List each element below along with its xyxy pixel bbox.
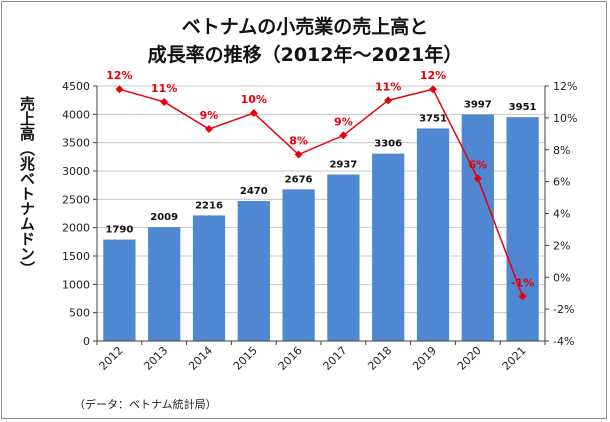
growth-rate-marker <box>518 292 527 301</box>
bar-data-label: 2470 <box>240 186 268 197</box>
x-tick-label: 2012 <box>97 344 126 373</box>
bar-data-label: 2937 <box>329 160 357 171</box>
x-tick-label: 2020 <box>455 344 484 373</box>
y2-tick-label: 10% <box>553 112 577 125</box>
growth-rate-marker <box>205 125 213 134</box>
x-tick-label: 2015 <box>231 344 260 373</box>
bar-data-label: 2676 <box>285 174 313 185</box>
bar-data-label: 3997 <box>464 100 492 111</box>
y-tick-label: 2500 <box>62 193 90 206</box>
x-tick-label: 2016 <box>276 344 305 373</box>
source-note: （データ：ベトナム統計局） <box>74 398 217 411</box>
bar <box>506 117 539 341</box>
bar <box>237 201 270 341</box>
chart-title-line1: ベトナムの小売業の売上高と <box>181 16 429 38</box>
growth-rate-label: 10% <box>241 93 267 106</box>
growth-rate-label: 11% <box>375 80 401 93</box>
growth-rate-label: 12% <box>420 69 446 82</box>
x-tick-label: 2017 <box>321 344 350 373</box>
y-tick-label: 3500 <box>62 137 90 150</box>
x-tick-label: 2021 <box>500 344 529 373</box>
x-tick-label: 2013 <box>141 344 170 373</box>
y2-tick-label: 4% <box>553 208 570 221</box>
bar-data-label: 2216 <box>195 200 223 211</box>
growth-rate-marker <box>429 85 437 94</box>
y-tick-label: 500 <box>69 307 90 320</box>
chart-title-line2: 成長率の推移（2012年～2021年） <box>147 44 463 66</box>
y-tick-label: 4000 <box>62 108 90 121</box>
bar-data-label: 2009 <box>150 212 178 223</box>
growth-rate-label: 12% <box>106 69 132 82</box>
y-tick-label: 0 <box>83 335 90 348</box>
growth-rate-label: 8% <box>289 135 308 148</box>
bar <box>327 174 360 341</box>
y2-tick-label: 8% <box>553 144 570 157</box>
y2-tick-label: -2% <box>553 303 574 316</box>
x-tick-label: 2018 <box>365 344 394 373</box>
growth-rate-marker <box>384 96 393 105</box>
growth-rate-label: 9% <box>334 115 353 128</box>
growth-rate-marker <box>294 150 303 159</box>
x-tick-label: 2014 <box>186 344 215 373</box>
bar-data-label: 3306 <box>374 139 402 150</box>
growth-rate-marker <box>249 109 258 118</box>
bar-data-label: 3951 <box>509 102 537 113</box>
growth-rate-label: 11% <box>151 82 177 95</box>
growth-rate-label: 9% <box>200 109 219 122</box>
y-tick-label: 4500 <box>62 80 90 93</box>
growth-rate-label: 6% <box>468 158 487 171</box>
growth-rate-line <box>119 88 524 297</box>
y-tick-label: 1000 <box>62 278 90 291</box>
bar <box>372 153 405 341</box>
y-tick-label: 3000 <box>62 165 90 178</box>
growth-rate-marker <box>160 97 169 106</box>
y-tick-label: 1500 <box>62 250 90 263</box>
growth-rate-label: -1% <box>511 276 534 289</box>
bar-data-label: 3751 <box>419 113 447 124</box>
bar <box>282 189 315 341</box>
y2-tick-label: -4% <box>553 335 574 348</box>
y2-tick-label: 0% <box>553 271 570 284</box>
growth-rate-marker <box>473 174 482 183</box>
growth-rate-marker <box>115 85 124 94</box>
x-tick-label: 2019 <box>410 344 439 373</box>
y2-tick-label: 2% <box>553 239 570 252</box>
y2-tick-label: 12% <box>553 80 577 93</box>
y-tick-label: 2000 <box>62 222 90 235</box>
bar-data-label: 1790 <box>105 225 133 236</box>
bar <box>103 239 136 341</box>
bar <box>148 227 181 341</box>
bar <box>461 114 494 342</box>
y-axis-label: 売上高（兆ベトナムドン） <box>18 96 36 276</box>
growth-rate-marker <box>339 131 348 140</box>
bar <box>416 128 450 341</box>
bar <box>192 215 226 341</box>
y2-tick-label: 6% <box>553 176 570 189</box>
